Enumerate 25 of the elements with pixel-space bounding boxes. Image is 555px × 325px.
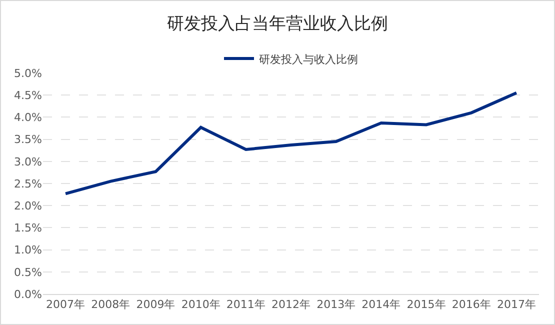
x-tick-label: 2011年: [226, 298, 266, 312]
x-tick-label: 2010年: [181, 298, 220, 312]
legend-label: 研发投入与收入比例: [259, 52, 358, 66]
y-tick-label: 2.5%: [14, 177, 42, 190]
x-tick-label: 2007年: [46, 298, 86, 312]
x-tick-label: 2015年: [406, 298, 446, 312]
x-tick-label: 2017年: [496, 298, 536, 312]
y-tick-label: 1.5%: [14, 222, 42, 235]
y-tick-label: 0.0%: [14, 288, 42, 301]
y-tick-label: 2.0%: [14, 199, 42, 212]
y-tick-label: 3.0%: [14, 155, 42, 168]
x-tick-label: 2013年: [316, 298, 356, 312]
x-tick-label: 2012年: [272, 298, 310, 312]
x-tick-label: 2009年: [136, 298, 176, 312]
y-tick-label: 3.5%: [14, 133, 42, 146]
y-tick-label: 1.0%: [14, 244, 42, 257]
x-tick-label: 2014年: [362, 298, 401, 312]
x-tick-label: 2008年: [91, 298, 130, 312]
line-series: [64, 91, 518, 196]
y-tick-label: 4.0%: [14, 111, 42, 124]
y-tick-label: 5.0%: [14, 66, 42, 80]
y-tick-label: 0.5%: [14, 266, 42, 279]
y-tick-label: 4.5%: [14, 88, 42, 102]
x-tick-label: 2016年: [452, 298, 491, 312]
chart-title: 研发投入占当年营业收入比例: [167, 14, 388, 34]
